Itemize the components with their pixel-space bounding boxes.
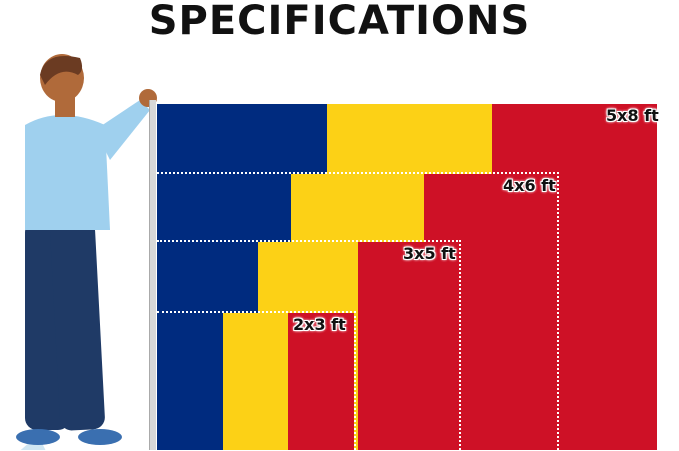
flag-pole <box>149 100 156 450</box>
page-title: SPECIFICATIONS <box>148 0 531 44</box>
size-label-5x8: 5x8 ft <box>606 106 659 125</box>
flag-2x3 <box>157 311 356 450</box>
person-illustration <box>16 54 157 450</box>
size-label-4x6: 4x6 ft <box>503 176 556 195</box>
size-label-2x3: 2x3 ft <box>293 315 346 334</box>
size-label-3x5: 3x5 ft <box>403 244 456 263</box>
